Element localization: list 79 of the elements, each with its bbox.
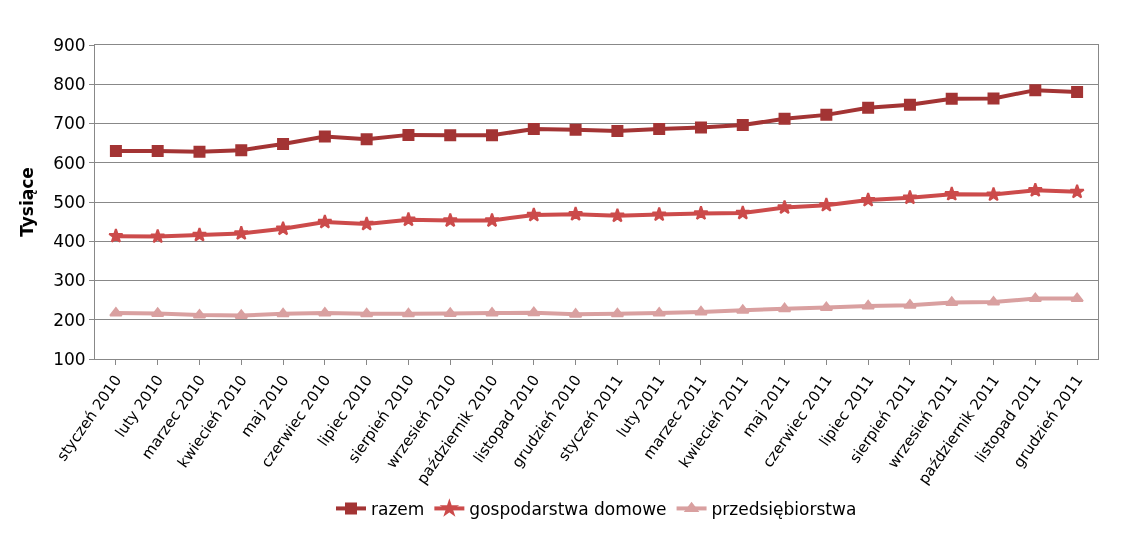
point	[275, 220, 291, 236]
point	[1071, 86, 1084, 99]
y-tick-label: 500	[53, 191, 86, 212]
point	[527, 123, 540, 135]
point	[151, 144, 164, 157]
point	[276, 307, 290, 318]
point	[903, 299, 917, 309]
point	[150, 228, 166, 244]
point	[317, 214, 333, 229]
point	[1070, 292, 1084, 303]
point	[401, 307, 416, 318]
point	[651, 206, 667, 222]
point	[318, 307, 332, 317]
point	[484, 212, 500, 228]
point	[778, 112, 791, 125]
point	[402, 128, 415, 141]
point	[652, 307, 666, 317]
legend-label: gospodarstwa domowe	[469, 499, 667, 520]
point	[902, 189, 918, 205]
point	[526, 206, 542, 222]
point	[443, 307, 457, 317]
point	[191, 226, 208, 242]
point	[820, 108, 833, 121]
y-tick-label: 400	[53, 231, 86, 252]
point	[735, 204, 751, 220]
y-tick-label: 200	[53, 309, 86, 330]
point	[193, 145, 206, 158]
point	[777, 302, 792, 313]
y-tick-label: 700	[53, 113, 86, 134]
point	[694, 121, 707, 134]
point	[944, 186, 960, 201]
point	[945, 92, 958, 105]
point	[277, 137, 290, 150]
point	[694, 305, 708, 316]
y-tick-label: 300	[53, 270, 86, 291]
point	[485, 307, 499, 317]
y-axis-title: Tysiące	[16, 167, 37, 237]
point	[611, 124, 624, 137]
point	[358, 215, 375, 231]
point	[1029, 84, 1042, 97]
point	[862, 101, 875, 114]
point	[400, 211, 417, 227]
point	[359, 307, 374, 318]
point	[360, 133, 373, 146]
point	[486, 129, 499, 142]
point	[318, 130, 331, 143]
point	[567, 206, 584, 221]
point	[736, 119, 749, 132]
point	[610, 307, 625, 318]
y-tick-label: 600	[53, 152, 86, 173]
point	[1069, 183, 1085, 199]
point	[233, 225, 249, 241]
point	[985, 186, 1002, 202]
point	[609, 207, 626, 223]
point	[1027, 182, 1043, 197]
y-tick-label: 900	[53, 34, 86, 55]
point	[903, 98, 916, 111]
point	[819, 301, 834, 312]
point	[776, 199, 793, 215]
point	[109, 307, 123, 317]
point	[653, 123, 666, 135]
point	[527, 306, 541, 317]
point	[736, 304, 750, 314]
point	[818, 197, 835, 212]
point	[860, 192, 876, 207]
y-tick-label: 100	[53, 348, 86, 369]
point	[569, 123, 582, 136]
point	[109, 144, 122, 157]
point	[108, 228, 124, 243]
point	[235, 144, 248, 157]
legend-label: razem	[371, 499, 425, 520]
legend-label: przedsiębiorstwa	[711, 499, 857, 520]
point	[693, 205, 709, 221]
point	[987, 92, 1000, 105]
point	[442, 212, 458, 228]
point	[861, 300, 875, 310]
point	[1028, 292, 1043, 303]
point	[444, 129, 457, 142]
y-tick-label: 800	[53, 74, 86, 95]
